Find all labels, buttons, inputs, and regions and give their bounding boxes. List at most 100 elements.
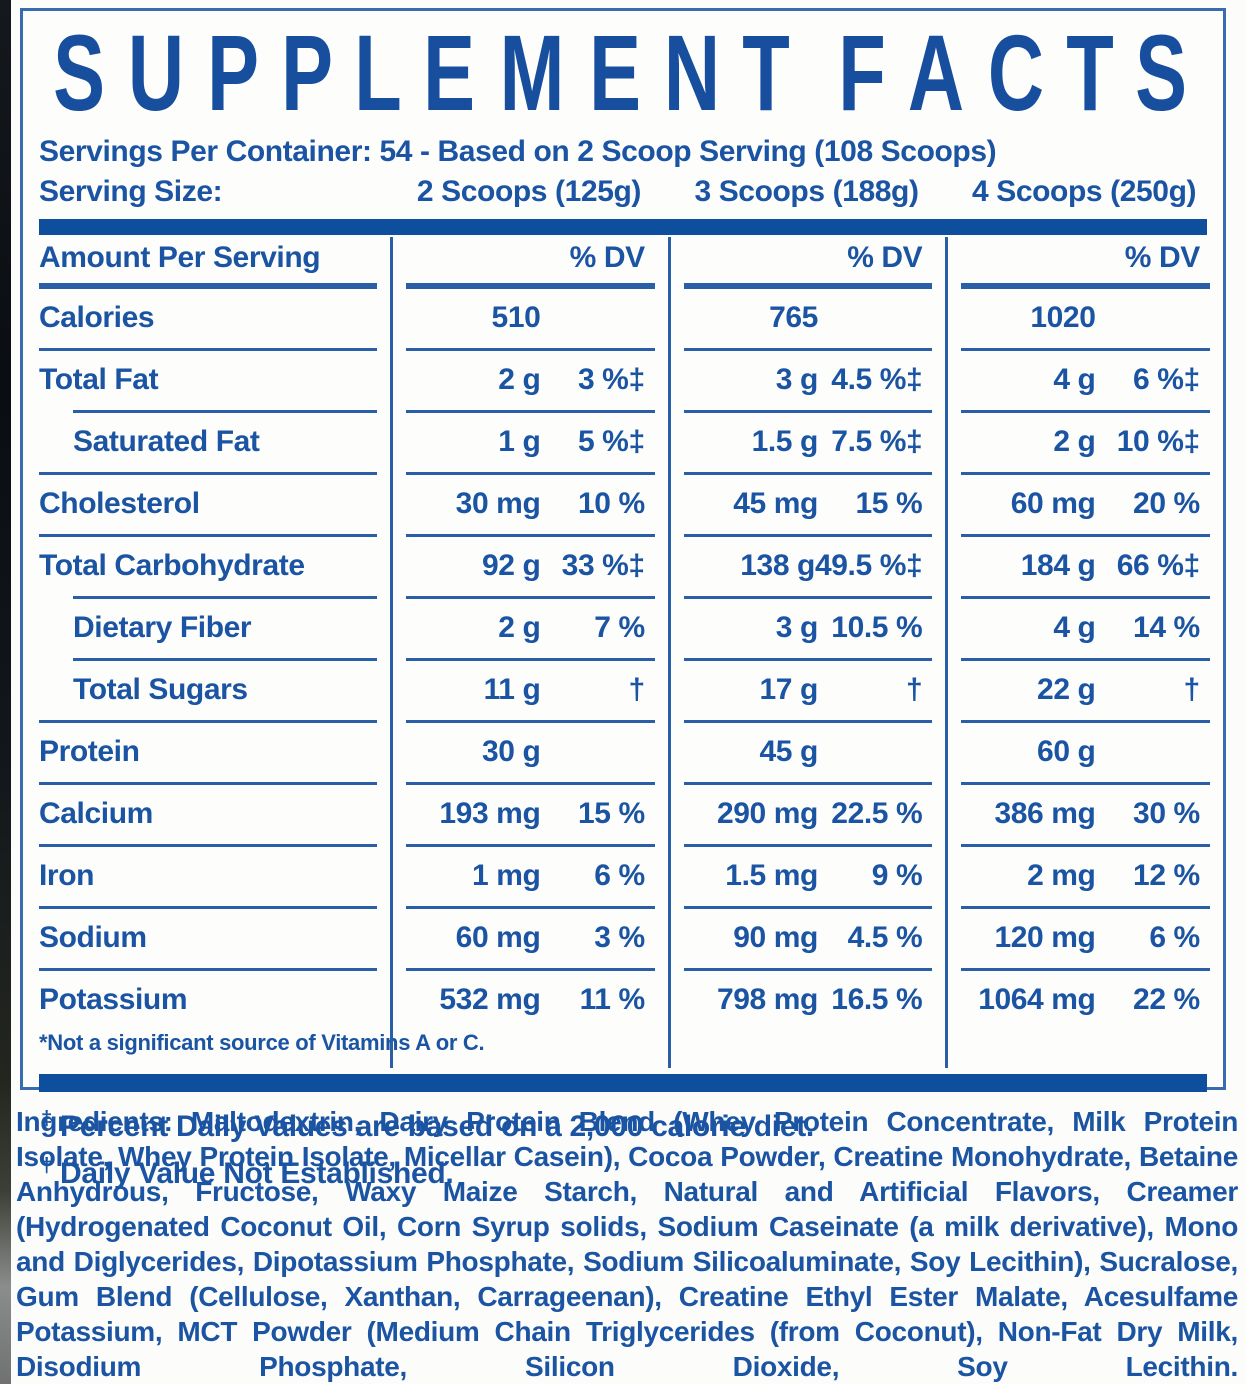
dv-value: 6 % — [594, 859, 645, 892]
amount-value: 386 mg — [994, 797, 1096, 830]
table-row-potassium: Potassium 532 mg 11 % 798 mg 16.5 % 1064 m… — [23, 968, 1223, 1030]
table-row-sodium: Sodium 60 mg 3 % 90 mg 4.5 % 120 mg 6 % — [23, 906, 1223, 968]
title-letter — [805, 27, 824, 119]
title-letter: E — [423, 12, 476, 133]
value-cell: 30 mg 10 % — [390, 472, 668, 534]
amount-value: 30 mg — [455, 487, 541, 520]
header-dv-cell: % DV — [390, 237, 668, 289]
title-letter: A — [907, 12, 965, 133]
dv-value: 12 % — [1133, 859, 1200, 892]
dv-value: 16.5 % — [831, 983, 923, 1016]
amount-value: 510 — [491, 301, 541, 334]
value-cell: 2 mg 12 % — [945, 844, 1223, 906]
amount-value: 3 g — [775, 611, 819, 644]
amount-value: 1064 mg — [978, 983, 1096, 1016]
dv-header: % DV — [1124, 241, 1200, 274]
title-letter: S — [53, 12, 105, 133]
amount-value: 22 g — [1037, 673, 1096, 706]
value-cell — [945, 1030, 1223, 1068]
value-cell: 510 — [390, 289, 668, 348]
amount-value: 4 g — [1053, 363, 1096, 396]
amount-value: 2 g — [498, 611, 541, 644]
photo-background-strip — [0, 0, 11, 1384]
header-label-cell: Amount Per Serving — [23, 237, 390, 289]
value-cell: 45 mg 15 % — [667, 472, 946, 534]
dv-value: † — [628, 673, 645, 706]
value-cell: 1064 mg 22 % — [945, 968, 1223, 1030]
dv-value: 22.5 % — [831, 797, 923, 830]
amount-value: 11 g — [483, 673, 541, 706]
value-cell: 4 g 14 % — [945, 596, 1223, 658]
value-cell: 92 g 33 %‡ — [390, 534, 668, 596]
dv-value: 14 % — [1133, 611, 1200, 644]
table-row-calories: Calories 510 765 1020 — [23, 289, 1223, 348]
table-row-cholesterol: Cholesterol 30 mg 10 % 45 mg 15 % 60 mg 20 … — [23, 472, 1223, 534]
table-note-row: *Not a significant source of Vitamins A … — [23, 1030, 1223, 1068]
amount-value: 184 g — [1020, 549, 1096, 582]
dv-header: % DV — [569, 241, 645, 274]
nutrient-name-cell: Dietary Fiber — [23, 596, 390, 658]
table-row-dietary-fiber: Dietary Fiber 2 g 7 % 3 g 10.5 % 4 g 14 % — [23, 596, 1223, 658]
value-cell: 90 mg 4.5 % — [667, 906, 946, 968]
amount-value: 765 — [769, 301, 818, 334]
amount-value: 2 g — [498, 363, 541, 396]
ingredients-paragraph: Ingredients: Maltodextrin, Dairy Protein… — [16, 1104, 1238, 1384]
amount-value: 193 mg — [439, 797, 541, 830]
table-row-saturated-fat: Saturated Fat 1 g 5 %‡ 1.5 g 7.5 %‡ 2 g 10 … — [23, 410, 1223, 472]
amount-value: 45 g — [759, 735, 819, 768]
dv-value: 3 % — [594, 921, 645, 954]
amount-per-serving-header: Amount Per Serving — [39, 241, 321, 274]
table-row-total-fat: Total Fat 2 g 3 %‡ 3 g 4.5 %‡ 4 g 6 %‡ — [23, 348, 1223, 410]
value-cell: 138 g 49.5 %‡ — [667, 534, 946, 596]
amount-value: 45 mg — [733, 487, 818, 520]
dv-value: 5 %‡ — [577, 425, 645, 458]
dv-value: 3 %‡ — [577, 363, 645, 396]
value-cell: 290 mg 22.5 % — [667, 782, 946, 844]
dv-value: 11 % — [579, 983, 646, 1016]
value-cell: 3 g 10.5 % — [667, 596, 946, 658]
value-cell — [390, 1030, 668, 1068]
table-row-calcium: Calcium 193 mg 15 % 290 mg 22.5 % 386 mg 30… — [23, 782, 1223, 844]
amount-value: 1020 — [1030, 301, 1096, 334]
serving-column-3-scoops: 3 Scoops (188g) — [694, 175, 919, 208]
value-cell: 30 g — [390, 720, 668, 782]
title-letter: P — [281, 12, 334, 133]
value-cell: 1.5 g 7.5 %‡ — [667, 410, 946, 472]
dv-value: 10 %‡ — [1116, 425, 1200, 458]
amount-value: 120 mg — [994, 921, 1096, 954]
nutrient-name: Potassium — [39, 983, 188, 1016]
value-cell: 193 mg 15 % — [390, 782, 668, 844]
value-cell: 11 g † — [390, 658, 668, 720]
title-letter: T — [1066, 12, 1114, 133]
nutrient-name: Protein — [39, 735, 140, 768]
dv-value: 30 % — [1133, 797, 1200, 830]
table-row-iron: Iron 1 mg 6 % 1.5 mg 9 % 2 mg 12 % — [23, 844, 1223, 906]
footnote-percent-dv-text: Percent Daily Values are based on a 2,00… — [60, 1110, 814, 1143]
value-cell: 22 g † — [945, 658, 1223, 720]
table-row-total-sugars: Total Sugars 11 g † 17 g † 22 g † — [23, 658, 1223, 720]
value-cell: 798 mg 16.5 % — [667, 968, 946, 1030]
nutrient-name: Total Carbohydrate — [39, 549, 305, 582]
dv-value: 6 % — [1149, 921, 1200, 954]
amount-value: 60 g — [1037, 735, 1096, 768]
amount-value: 60 mg — [455, 921, 541, 954]
facts-table-body: Calories 510 765 1020 Total Fat 2 g 3 %‡ — [23, 289, 1223, 1030]
nutrient-name-cell: Total Fat — [23, 348, 390, 410]
table-row-protein: Protein 30 g 45 g 60 g — [23, 720, 1223, 782]
amount-value: 92 g — [481, 549, 541, 582]
dv-value: 7 % — [594, 611, 645, 644]
title-letter: S — [1134, 12, 1187, 133]
daily-value-footnotes: ‡ Percent Daily Values are based on a 2,0… — [41, 1104, 1223, 1197]
title-letter: N — [663, 12, 721, 133]
title-letter: P — [207, 12, 259, 133]
dv-value: 6 %‡ — [1133, 363, 1200, 396]
value-cell: 60 g — [945, 720, 1223, 782]
dv-value: 10 % — [577, 487, 645, 520]
dv-value: 33 %‡ — [561, 549, 645, 582]
dv-value: 9 % — [871, 859, 923, 892]
amount-value: 290 mg — [716, 797, 818, 830]
dv-value: † — [905, 673, 923, 706]
dv-value: 4.5 %‡ — [831, 363, 923, 396]
value-cell: 60 mg 20 % — [945, 472, 1223, 534]
nutrient-name: Iron — [39, 859, 95, 892]
